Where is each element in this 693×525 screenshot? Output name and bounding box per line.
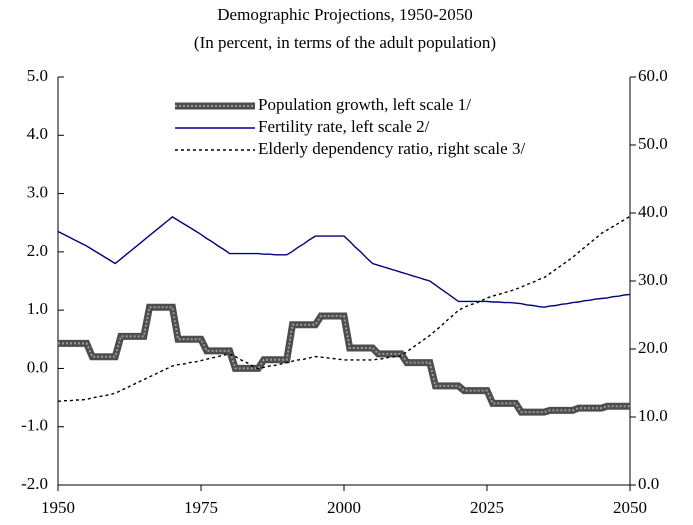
- y2-tick-label: 20.0: [638, 338, 668, 357]
- series-line-outline: [58, 303, 630, 416]
- y2-tick-label: 60.0: [638, 66, 668, 85]
- x-tick-label: 1975: [184, 498, 218, 517]
- series-line: [57, 215, 631, 403]
- legend-label: Fertility rate, left scale 2/: [258, 117, 430, 136]
- legend-label: Elderly dependency ratio, right scale 3/: [258, 139, 525, 158]
- series-line: [57, 216, 631, 308]
- legend-label: Population growth, left scale 1/: [258, 95, 471, 114]
- y2-tick-label: 0.0: [638, 474, 659, 493]
- x-tick-label: 1950: [41, 498, 75, 517]
- y-tick-label: 1.0: [27, 299, 48, 318]
- y-tick-label: 5.0: [27, 66, 48, 85]
- x-tick-label: 2050: [613, 498, 647, 517]
- x-tick-label: 2025: [470, 498, 504, 517]
- y-tick-label: 2.0: [27, 241, 48, 260]
- y2-tick-label: 50.0: [638, 134, 668, 153]
- y-tick-label: -2.0: [21, 474, 48, 493]
- y-tick-label: 4.0: [27, 124, 48, 143]
- y-tick-label: 0.0: [27, 357, 48, 376]
- y2-tick-label: 10.0: [638, 406, 668, 425]
- y-tick-label: 3.0: [27, 182, 48, 201]
- x-tick-label: 2000: [327, 498, 361, 517]
- y-tick-label: -1.0: [21, 416, 48, 435]
- y2-tick-label: 30.0: [638, 270, 668, 289]
- series-line: [58, 306, 630, 414]
- chart-subtitle: (In percent, in terms of the adult popul…: [194, 33, 496, 52]
- chart-title: Demographic Projections, 1950-2050: [217, 5, 472, 24]
- y2-tick-label: 40.0: [638, 202, 668, 221]
